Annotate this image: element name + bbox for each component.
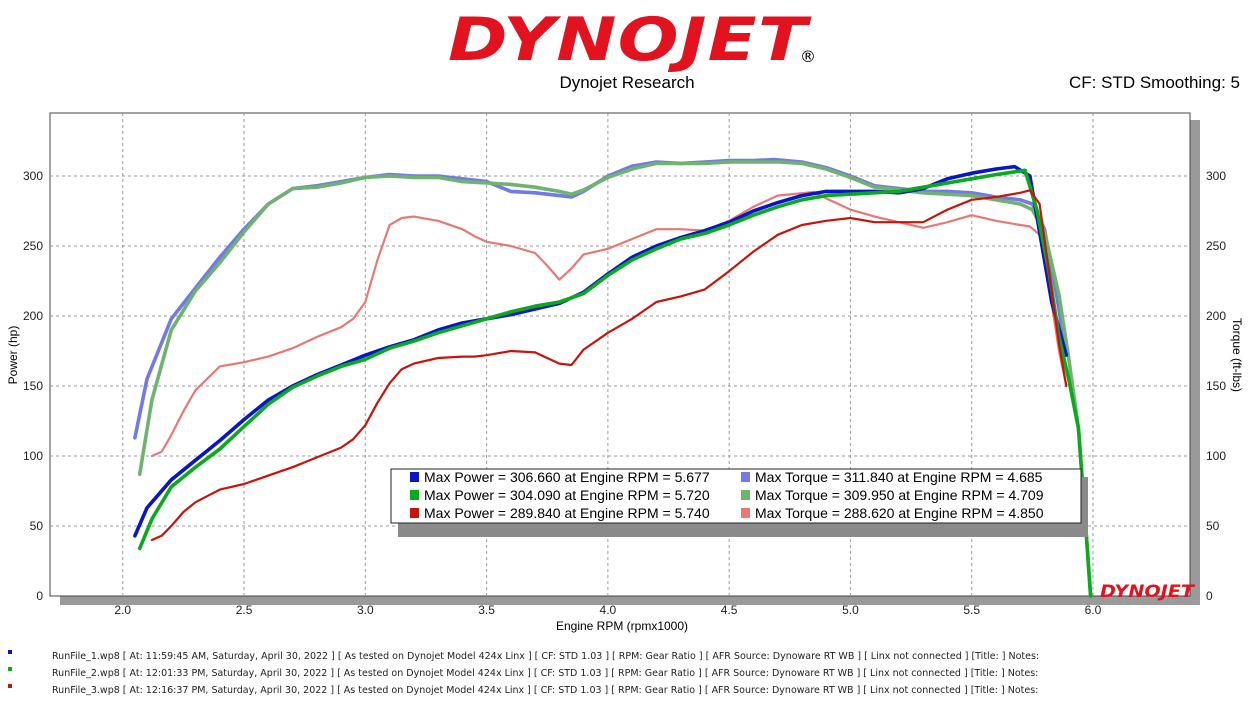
legend-swatch [741,472,750,482]
y2-tick-label: 200 [1206,309,1226,323]
y-tick-label: 150 [23,379,43,393]
y2-tick-label: 300 [1206,169,1226,183]
y-tick-label: 200 [23,309,43,323]
run-info-text: RunFile_3.wp8 [ At: 12:16:37 PM, Saturda… [52,685,1039,696]
run-color-marker [8,683,12,688]
legend-entry: Max Power = 304.090 at Engine RPM = 5.72… [424,487,710,503]
run-info-row-3: RunFile_3.wp8 [ At: 12:16:37 PM, Saturda… [8,683,1248,696]
x-tick-label: 3.5 [478,603,495,617]
chart-settings: CF: STD Smoothing: 5 [1069,73,1240,92]
x-tick-label: 2.0 [114,603,131,617]
x-tick-label: 3.0 [357,603,374,617]
logo-text: DYNOJET [448,5,812,75]
x-tick-label: 6.0 [1085,603,1102,617]
y-tick-label: 250 [23,239,43,253]
x-axis-ticks: 2.0 2.5 3.0 3.5 4.0 4.5 5.0 5.5 6.0 [114,603,1101,617]
legend-entry: Max Power = 306.660 at Engine RPM = 5.67… [424,469,710,485]
legend-swatch [410,472,419,482]
y-axis-ticks: 0 50 100 150 200 250 300 [23,169,43,603]
x-tick-label: 5.5 [963,603,980,617]
run-info-text: RunFile_2.wp8 [ At: 12:01:33 PM, Saturda… [52,668,1039,679]
logo-registered-mark: ® [800,47,816,66]
run-color-marker [8,649,12,654]
x-tick-label: 5.0 [842,603,859,617]
legend-entry: Max Power = 289.840 at Engine RPM = 5.74… [424,505,710,521]
y2-tick-label: 250 [1206,239,1226,253]
legend-swatch [410,508,419,518]
legend-box [390,468,1082,524]
series-line-torque-run-3 [150,190,1068,458]
series-group [133,157,1093,598]
legend: Max Power = 306.660 at Engine RPM = 5.67… [390,468,1088,537]
y2-tick-label: 150 [1206,379,1226,393]
y-tick-label: 50 [30,519,44,533]
x-tick-label: 4.5 [721,603,738,617]
y-tick-label: 0 [36,589,43,603]
legend-entry: Max Torque = 309.950 at Engine RPM = 4.7… [755,487,1044,503]
series-line-power-run-2 [137,168,1093,598]
y2-axis-ticks: 0 50 100 150 200 250 300 [1206,169,1226,603]
y2-axis-label: Torque (ft-lbs) [1230,318,1244,392]
legend-entry: Max Torque = 288.620 at Engine RPM = 4.8… [755,505,1044,521]
y2-tick-label: 50 [1206,519,1220,533]
x-axis-label: Engine RPM (rpmx1000) [556,619,688,633]
series-line-torque-run-2 [137,160,1093,598]
y-tick-label: 100 [23,449,43,463]
dynojet-logo: DYNOJET ® [448,5,816,75]
series-line-power-run-3 [150,189,1068,542]
run-info-text: RunFile_1.wp8 [ At: 11:59:45 AM, Saturda… [52,651,1040,662]
x-tick-label: 4.0 [600,603,617,617]
legend-swatch [741,508,750,518]
legend-entry: Max Torque = 311.840 at Engine RPM = 4.6… [755,469,1043,485]
run-info-row-2: RunFile_2.wp8 [ At: 12:01:33 PM, Saturda… [8,666,1248,679]
chart-subtitle: Dynojet Research [559,73,694,92]
run-color-marker [8,666,12,671]
y-axis-label: Power (hp) [6,326,20,385]
y-tick-label: 300 [23,169,43,183]
legend-swatch [410,490,419,500]
y2-tick-label: 0 [1206,589,1213,603]
run-info-row-1: RunFile_1.wp8 [ At: 11:59:45 AM, Saturda… [8,649,1248,662]
watermark-logo: DYNOJET [1100,582,1196,602]
legend-swatch [741,490,750,500]
y2-tick-label: 100 [1206,449,1226,463]
x-tick-label: 2.5 [236,603,253,617]
